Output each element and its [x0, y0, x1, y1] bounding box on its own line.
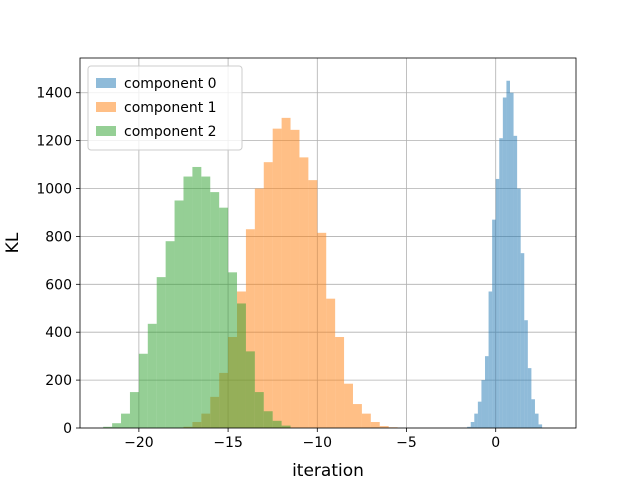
histogram-bar [344, 383, 353, 428]
legend-box [87, 65, 243, 151]
histogram-bar [520, 253, 525, 428]
histogram-bar [129, 392, 139, 428]
histogram-bar [192, 166, 202, 428]
histogram-bar [502, 97, 507, 429]
histogram-bar [299, 157, 309, 428]
histogram-bar [506, 80, 510, 429]
histogram-bar [263, 162, 273, 429]
histogram-bar [352, 404, 362, 428]
histogram-bar [531, 399, 535, 428]
legend-label: component 0 [124, 76, 217, 92]
histogram-bar [281, 425, 291, 428]
y-tick-label: 1200 [36, 134, 72, 150]
histogram-bar [379, 426, 389, 428]
histogram-bar [361, 413, 371, 428]
histogram-bar [527, 368, 532, 428]
y-axis-label: KL [3, 232, 23, 253]
histogram-bar [317, 232, 327, 428]
histogram-bar [470, 422, 475, 428]
histogram-bar [488, 291, 493, 428]
histogram-bar [370, 422, 380, 428]
y-tick-label: 800 [45, 229, 72, 245]
legend-label: component 2 [124, 124, 217, 140]
x-tick-label: −5 [396, 435, 417, 451]
histogram-bar [495, 178, 500, 428]
histogram-bar [517, 188, 521, 428]
histogram-bar [174, 200, 184, 428]
legend-swatch [96, 126, 116, 136]
x-tick-label: −20 [124, 435, 154, 451]
histogram-bar [481, 380, 486, 428]
y-tick-label: 600 [45, 277, 72, 293]
histogram-bar [524, 320, 528, 428]
legend-label: component 1 [124, 100, 217, 116]
histogram-bar [281, 117, 291, 429]
x-tick-label: 0 [491, 435, 500, 451]
series-2-bars [103, 166, 291, 428]
histogram-bar [538, 424, 543, 428]
histogram-bar [492, 219, 496, 428]
histogram-bar [272, 128, 282, 428]
histogram-bar [112, 423, 122, 428]
histogram-bar [326, 298, 336, 428]
histogram-bar [499, 138, 503, 428]
histogram-bar [237, 303, 246, 428]
histogram-bar [201, 176, 211, 428]
y-tick-label: 0 [63, 421, 72, 437]
histogram-bar [156, 277, 166, 428]
x-axis-label: iteration [292, 461, 364, 480]
histogram-bar [263, 411, 273, 428]
histogram-bar [290, 129, 300, 428]
legend-swatch [96, 102, 116, 112]
plot-frame [79, 57, 577, 429]
histogram-bar [335, 336, 345, 428]
histogram-bar [509, 92, 514, 429]
histogram-bar [210, 192, 220, 428]
y-tick-label: 1400 [36, 86, 72, 102]
histogram-bar [534, 413, 539, 428]
x-tick-label: −10 [303, 435, 333, 451]
histogram-bar [183, 176, 193, 428]
histogram-bar [219, 207, 229, 428]
histogram-bar [103, 426, 113, 428]
histogram-bar [485, 356, 489, 428]
histogram-bar [245, 351, 255, 428]
histogram-bar [245, 229, 255, 428]
histogram-bar [477, 401, 482, 428]
histogram-bar [254, 188, 264, 428]
histogram-bars [103, 80, 543, 429]
histogram-bar [147, 323, 157, 428]
histogram-bar [138, 353, 148, 428]
histogram-bar [513, 135, 518, 428]
axis-ticks: −20 −15 −10 −5 0 0 200 400 600 800 1000 1200 1400 [36, 86, 500, 451]
y-tick-label: 400 [45, 325, 72, 341]
legend-swatch [96, 78, 116, 88]
histogram-bar [474, 413, 478, 428]
histogram-bar [121, 413, 130, 428]
legend: component 0 component 1 component 2 [87, 65, 243, 151]
histogram-bar [467, 426, 471, 428]
y-tick-label: 1000 [36, 182, 72, 198]
histogram-bar [308, 180, 318, 428]
histogram-bar [254, 392, 264, 428]
histogram-bar [272, 420, 282, 428]
y-tick-label: 200 [45, 373, 72, 389]
x-tick-label: −15 [213, 435, 243, 451]
histogram-bar [228, 272, 238, 428]
series-0-bars [467, 80, 543, 429]
histogram-bar [165, 241, 175, 428]
